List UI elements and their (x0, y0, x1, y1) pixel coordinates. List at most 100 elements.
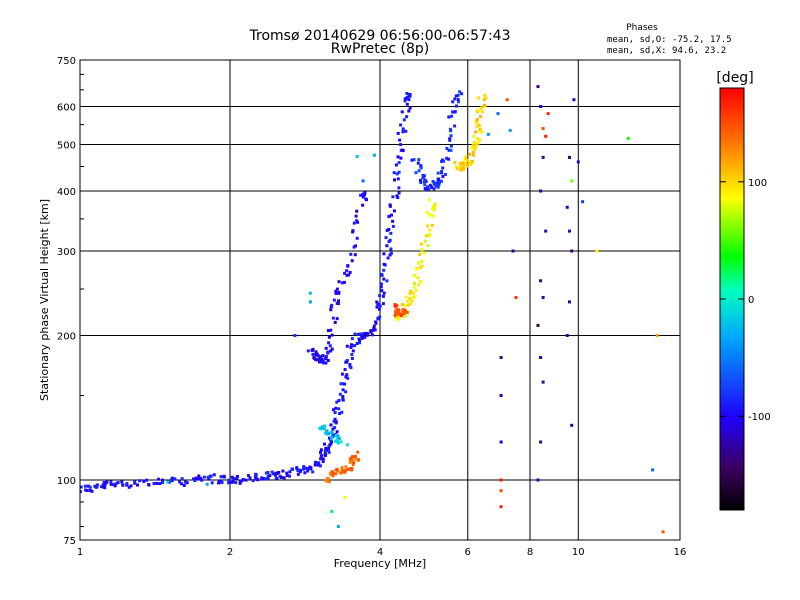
data-point (366, 332, 370, 336)
data-point (325, 432, 329, 436)
data-point (350, 458, 354, 462)
data-point (329, 442, 333, 446)
data-point (351, 455, 354, 459)
data-point (419, 242, 423, 246)
data-point (451, 100, 455, 104)
data-point (514, 296, 518, 299)
data-point (298, 470, 302, 474)
data-point (372, 328, 376, 332)
data-point (335, 287, 339, 291)
data-point (331, 471, 335, 475)
data-point (335, 317, 339, 321)
data-point (180, 477, 184, 481)
data-point (436, 171, 440, 175)
data-point (230, 475, 234, 479)
data-point (449, 144, 453, 148)
phases-x-line: mean, sd,X: 94.6, 23.2 (607, 46, 726, 56)
data-point (453, 124, 457, 128)
data-point (323, 452, 327, 456)
data-point (333, 411, 337, 415)
data-point (416, 161, 420, 165)
data-point (142, 479, 146, 483)
data-point (481, 110, 485, 114)
data-point (321, 460, 325, 464)
data-point (335, 438, 339, 442)
data-point (405, 295, 408, 299)
data-point (319, 450, 322, 454)
data-point (83, 484, 87, 488)
data-point (411, 295, 415, 299)
data-point (330, 440, 334, 444)
data-point (116, 481, 120, 485)
data-point (413, 274, 417, 278)
data-point (331, 474, 335, 478)
data-point (251, 479, 255, 483)
data-point (396, 196, 400, 199)
data-point (323, 442, 326, 446)
data-point (427, 198, 431, 202)
data-point (350, 353, 354, 356)
data-point (350, 356, 354, 360)
data-point (419, 166, 423, 170)
data-point (210, 481, 214, 485)
data-point (338, 437, 342, 441)
data-point (544, 134, 548, 138)
data-point (145, 478, 149, 482)
data-point (381, 294, 385, 298)
data-point (428, 233, 431, 237)
data-point (570, 179, 574, 183)
data-point (347, 273, 351, 277)
data-point (327, 447, 331, 451)
data-point (568, 229, 571, 233)
data-point (337, 407, 341, 411)
data-point (361, 195, 365, 199)
colorbar-label: [deg] (716, 70, 753, 86)
data-point (315, 462, 319, 466)
data-point (306, 349, 310, 353)
data-point (268, 474, 272, 477)
data-point (476, 96, 480, 100)
data-point (388, 253, 392, 257)
data-point (478, 129, 482, 133)
data-point (428, 183, 432, 187)
data-point (499, 489, 503, 493)
data-point (420, 260, 424, 263)
data-point (356, 450, 360, 454)
data-point (200, 478, 204, 482)
data-point (460, 168, 464, 172)
data-point (127, 485, 131, 489)
data-point (478, 108, 482, 111)
data-point (486, 132, 490, 136)
data-point (413, 295, 417, 299)
data-point (380, 289, 384, 293)
data-point (405, 102, 409, 106)
data-point (337, 399, 341, 402)
data-point (457, 100, 460, 104)
data-point (157, 477, 160, 481)
data-point (329, 437, 333, 441)
data-point (539, 279, 543, 283)
data-point (499, 356, 503, 359)
data-point (80, 490, 82, 494)
data-point (352, 245, 356, 249)
data-point (382, 268, 386, 272)
data-point (421, 176, 425, 180)
data-point (324, 354, 328, 358)
data-point (341, 388, 345, 392)
data-point (473, 147, 477, 151)
data-point (349, 345, 353, 349)
data-point (309, 466, 313, 470)
data-point (539, 189, 543, 193)
chart-title: Tromsø 20140629 06:56:00-06:57:43 (249, 28, 511, 44)
data-point (343, 495, 347, 499)
data-point (326, 359, 330, 362)
data-point (399, 156, 403, 160)
data-point (395, 172, 399, 176)
data-point (581, 200, 585, 204)
data-point (396, 155, 400, 159)
data-point (345, 273, 349, 277)
data-point (395, 315, 398, 319)
data-point (329, 423, 333, 427)
data-point (310, 348, 314, 352)
data-point (539, 356, 543, 359)
